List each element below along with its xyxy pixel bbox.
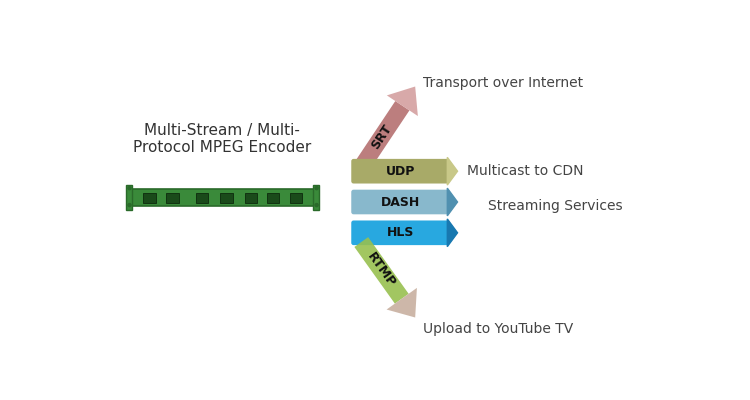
- FancyBboxPatch shape: [313, 185, 319, 210]
- FancyBboxPatch shape: [196, 193, 208, 203]
- Polygon shape: [447, 157, 458, 185]
- Text: HLS: HLS: [387, 226, 414, 239]
- Text: Multi-Stream / Multi-
Protocol MPEG Encoder: Multi-Stream / Multi- Protocol MPEG Enco…: [134, 123, 311, 155]
- Text: DASH: DASH: [381, 196, 420, 208]
- FancyBboxPatch shape: [351, 159, 449, 184]
- Text: SRT: SRT: [369, 122, 394, 151]
- Polygon shape: [447, 219, 458, 247]
- Circle shape: [315, 204, 318, 207]
- Polygon shape: [387, 86, 418, 116]
- Polygon shape: [447, 188, 458, 216]
- Text: Multicast to CDN: Multicast to CDN: [466, 164, 584, 178]
- FancyBboxPatch shape: [266, 193, 279, 203]
- FancyBboxPatch shape: [351, 190, 449, 214]
- FancyBboxPatch shape: [245, 193, 257, 203]
- Polygon shape: [355, 237, 409, 304]
- FancyBboxPatch shape: [290, 193, 302, 203]
- FancyBboxPatch shape: [126, 185, 132, 210]
- Polygon shape: [354, 101, 410, 172]
- FancyBboxPatch shape: [143, 193, 156, 203]
- Text: Streaming Services: Streaming Services: [488, 199, 623, 213]
- FancyBboxPatch shape: [351, 220, 449, 245]
- Text: RTMP: RTMP: [364, 251, 398, 290]
- Text: UDP: UDP: [386, 165, 416, 178]
- FancyBboxPatch shape: [166, 193, 178, 203]
- FancyBboxPatch shape: [220, 193, 232, 203]
- Polygon shape: [386, 288, 417, 318]
- Circle shape: [128, 204, 131, 207]
- Circle shape: [315, 186, 318, 190]
- Circle shape: [128, 186, 131, 190]
- Text: Upload to YouTube TV: Upload to YouTube TV: [423, 322, 573, 336]
- FancyBboxPatch shape: [128, 189, 316, 206]
- Text: Transport over Internet: Transport over Internet: [423, 76, 583, 90]
